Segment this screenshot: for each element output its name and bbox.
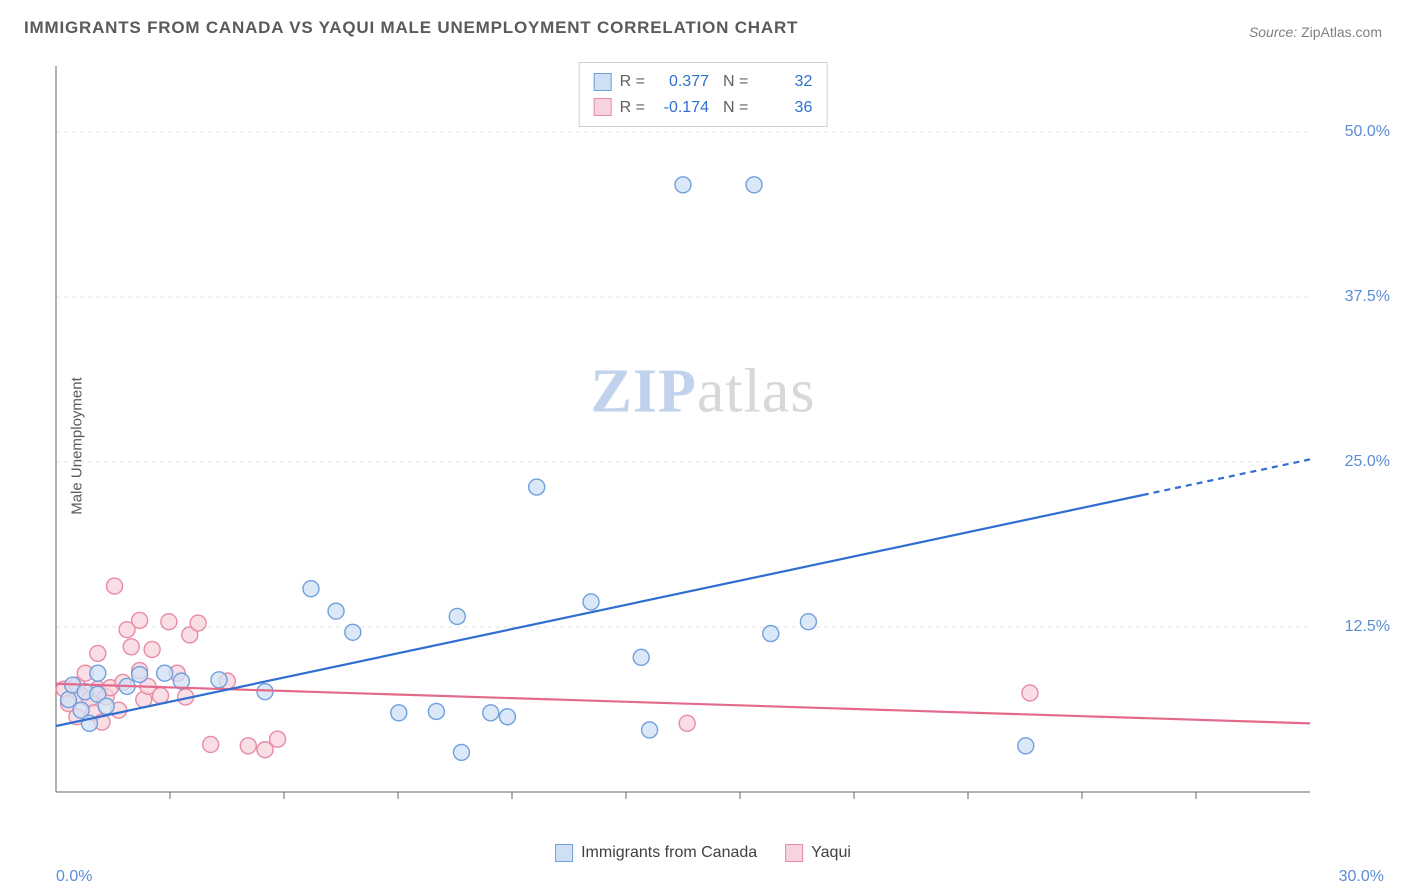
data-point bbox=[453, 744, 469, 760]
series-legend-item: Yaqui bbox=[785, 844, 851, 862]
scatter-plot bbox=[50, 60, 1380, 830]
data-point bbox=[449, 608, 465, 624]
data-point bbox=[428, 703, 444, 719]
series-legend: Immigrants from Canada Yaqui bbox=[555, 844, 851, 862]
data-point bbox=[157, 665, 173, 681]
series-legend-item: Immigrants from Canada bbox=[555, 844, 757, 862]
series-legend-label: Immigrants from Canada bbox=[581, 844, 757, 862]
data-point bbox=[391, 705, 407, 721]
data-point bbox=[763, 626, 779, 642]
x-axis-min-label: 0.0% bbox=[56, 868, 92, 886]
legend-swatch bbox=[785, 844, 803, 862]
data-point bbox=[270, 731, 286, 747]
stats-r-label: R = bbox=[620, 69, 645, 95]
y-axis-tick-label: 12.5% bbox=[1345, 618, 1390, 636]
data-point bbox=[161, 614, 177, 630]
data-point bbox=[1022, 685, 1038, 701]
legend-swatch bbox=[594, 73, 612, 91]
stats-r-value: -0.174 bbox=[653, 95, 709, 121]
data-point bbox=[132, 612, 148, 628]
chart-title: IMMIGRANTS FROM CANADA VS YAQUI MALE UNE… bbox=[24, 18, 798, 38]
data-point bbox=[675, 177, 691, 193]
legend-swatch bbox=[594, 98, 612, 116]
data-point bbox=[90, 645, 106, 661]
trend-line bbox=[56, 495, 1143, 726]
data-point bbox=[679, 715, 695, 731]
source-value: ZipAtlas.com bbox=[1301, 24, 1382, 40]
stats-n-value: 32 bbox=[756, 69, 812, 95]
data-point bbox=[153, 688, 169, 704]
data-point bbox=[328, 603, 344, 619]
data-point bbox=[483, 705, 499, 721]
data-point bbox=[240, 738, 256, 754]
legend-swatch bbox=[555, 844, 573, 862]
stats-legend-row: R = 0.377 N = 32 bbox=[594, 69, 813, 95]
x-axis-max-label: 30.0% bbox=[1339, 868, 1384, 886]
stats-n-label: N = bbox=[723, 95, 748, 121]
data-point bbox=[132, 667, 148, 683]
source-label: Source: bbox=[1249, 24, 1297, 40]
data-point bbox=[211, 672, 227, 688]
y-axis-tick-label: 50.0% bbox=[1345, 123, 1390, 141]
data-point bbox=[190, 615, 206, 631]
stats-r-label: R = bbox=[620, 95, 645, 121]
y-axis-tick-label: 25.0% bbox=[1345, 453, 1390, 471]
data-point bbox=[529, 479, 545, 495]
stats-n-label: N = bbox=[723, 69, 748, 95]
data-point bbox=[90, 665, 106, 681]
correlation-stats-legend: R = 0.377 N = 32 R = -0.174 N = 36 bbox=[579, 62, 828, 127]
data-point bbox=[123, 639, 139, 655]
data-point bbox=[633, 649, 649, 665]
data-point bbox=[583, 594, 599, 610]
data-point bbox=[1018, 738, 1034, 754]
data-point bbox=[98, 698, 114, 714]
series-legend-label: Yaqui bbox=[811, 844, 851, 862]
data-point bbox=[107, 578, 123, 594]
data-point bbox=[203, 736, 219, 752]
data-point bbox=[499, 709, 515, 725]
stats-legend-row: R = -0.174 N = 36 bbox=[594, 95, 813, 121]
data-point bbox=[144, 641, 160, 657]
data-point bbox=[642, 722, 658, 738]
stats-r-value: 0.377 bbox=[653, 69, 709, 95]
data-point bbox=[345, 624, 361, 640]
data-point bbox=[800, 614, 816, 630]
source-attribution: Source: ZipAtlas.com bbox=[1249, 24, 1382, 40]
data-point bbox=[257, 684, 273, 700]
data-point bbox=[746, 177, 762, 193]
data-point bbox=[303, 581, 319, 597]
stats-n-value: 36 bbox=[756, 95, 812, 121]
y-axis-tick-label: 37.5% bbox=[1345, 288, 1390, 306]
trend-line-extrapolated bbox=[1143, 459, 1310, 495]
